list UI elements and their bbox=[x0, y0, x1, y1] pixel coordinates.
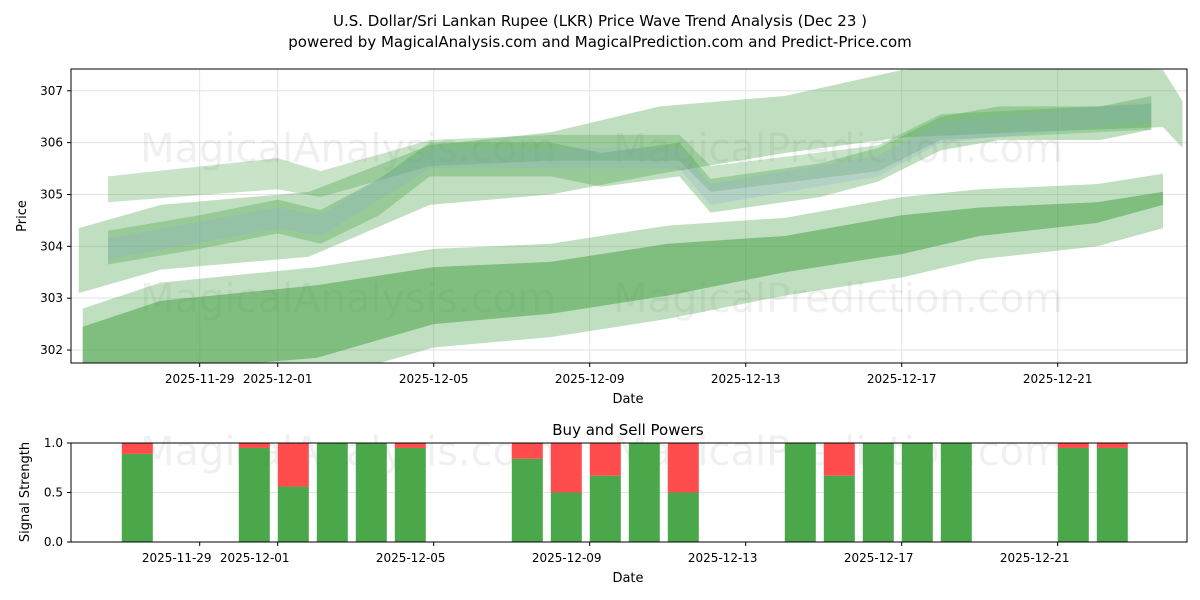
buy-bar bbox=[550, 492, 582, 542]
x-tick-label: 2025-12-13 bbox=[711, 372, 781, 386]
x-axis-label: Date bbox=[612, 392, 643, 407]
plot-frame bbox=[70, 68, 1188, 364]
buy-bar bbox=[628, 443, 660, 542]
watermark: MagicalPrediction.com bbox=[613, 126, 1063, 172]
sell-bar bbox=[394, 443, 426, 448]
x-tick-label: 2025-12-05 bbox=[399, 372, 469, 386]
chart-subtitle: powered by MagicalAnalysis.com and Magic… bbox=[288, 33, 912, 51]
price-plot: 2025-11-29 2025-12-01 2025-12-05 2025-12-09… bbox=[15, 68, 1188, 407]
sell-bar bbox=[277, 443, 309, 487]
x-tick-label: 2025-12-21 bbox=[1023, 372, 1093, 386]
x-tick-label: 2025-12-05 bbox=[376, 551, 446, 565]
band-upper-wide bbox=[78, 69, 1183, 293]
sell-bar bbox=[1096, 443, 1128, 448]
buy-bar bbox=[667, 492, 699, 542]
y-axis-label: Signal Strength bbox=[18, 442, 33, 542]
band-lower-core bbox=[82, 191, 1163, 363]
sell-bar bbox=[121, 443, 153, 454]
y-tick-label: 307 bbox=[40, 84, 63, 98]
watermark: MagicalAnalysis.com bbox=[140, 429, 556, 475]
buy-bar bbox=[394, 447, 426, 542]
sell-bar bbox=[1057, 443, 1089, 448]
y-tick-label: 304 bbox=[40, 239, 63, 253]
x-axis-label: Date bbox=[612, 571, 643, 586]
sell-bar bbox=[823, 443, 855, 476]
sell-bar bbox=[589, 443, 621, 476]
y-tick-label: 302 bbox=[40, 343, 63, 357]
y-tick-label: 1.0 bbox=[44, 436, 63, 450]
buy-bar bbox=[355, 443, 387, 542]
y-axis-label: Price bbox=[15, 200, 30, 232]
buy-bar bbox=[1096, 447, 1128, 542]
sell-bar bbox=[511, 443, 543, 459]
sell-bar bbox=[550, 443, 582, 493]
buy-bar bbox=[901, 443, 933, 542]
buy-bar bbox=[238, 447, 270, 542]
band-mid-main bbox=[108, 95, 1152, 265]
y-tick-label: 305 bbox=[40, 187, 63, 201]
buy-bar bbox=[121, 453, 153, 542]
x-tick-label: 2025-12-09 bbox=[532, 551, 602, 565]
x-tick-label: 2025-12-01 bbox=[220, 551, 290, 565]
chart-title: U.S. Dollar/Sri Lankan Rupee (LKR) Price… bbox=[333, 12, 867, 30]
signal-title: Buy and Sell Powers bbox=[552, 421, 704, 439]
bands bbox=[78, 69, 1183, 363]
buy-bar bbox=[589, 475, 621, 542]
buy-bar bbox=[277, 486, 309, 542]
y-tick-label: 303 bbox=[40, 291, 63, 305]
buy-bar bbox=[316, 443, 348, 542]
x-tick-label: 2025-12-21 bbox=[1000, 551, 1070, 565]
sell-bar bbox=[238, 443, 270, 448]
y-tick-label: 0.5 bbox=[44, 486, 63, 500]
band-mid-blue bbox=[108, 101, 1152, 260]
buy-bar bbox=[1057, 447, 1089, 542]
signal-plot: Buy and Sell Powers 0.0 0.5 1.0 MagicalAnaly… bbox=[18, 421, 1188, 586]
y-tick-label: 0.0 bbox=[44, 535, 63, 549]
x-tick-label: 2025-12-09 bbox=[555, 372, 625, 386]
buy-bar bbox=[784, 443, 816, 542]
x-tick-label: 2025-12-17 bbox=[844, 551, 914, 565]
x-tick-label: 2025-11-29 bbox=[142, 551, 212, 565]
buy-bar bbox=[511, 458, 543, 542]
watermark: MagicalAnalysis.com bbox=[140, 126, 556, 172]
buy-bar bbox=[823, 475, 855, 542]
x-tick-label: 2025-12-17 bbox=[867, 372, 937, 386]
plot-frame bbox=[70, 442, 1188, 543]
buy-bar bbox=[940, 443, 972, 542]
x-tick-label: 2025-12-13 bbox=[688, 551, 758, 565]
sell-bar bbox=[667, 443, 699, 493]
y-tick-label: 306 bbox=[40, 136, 63, 150]
buy-bar bbox=[862, 443, 894, 542]
x-tick-label: 2025-12-01 bbox=[243, 372, 313, 386]
band-mid-top bbox=[108, 103, 1152, 203]
x-tick-label: 2025-11-29 bbox=[165, 372, 235, 386]
